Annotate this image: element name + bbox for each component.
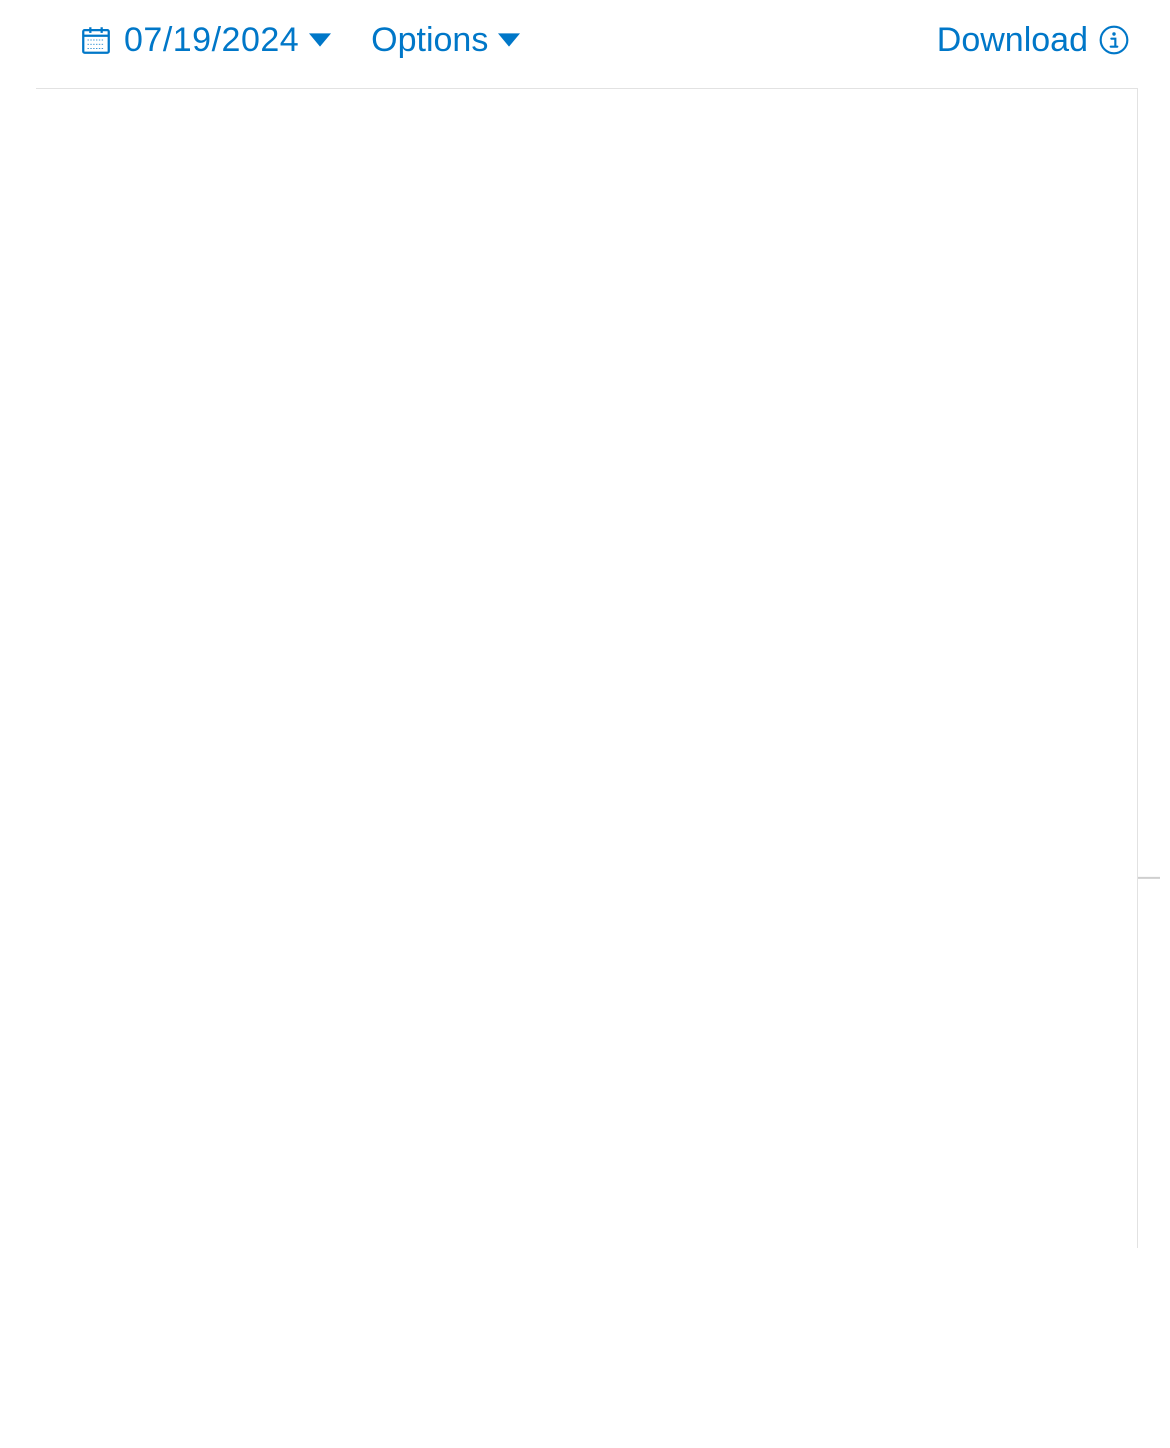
- info-icon: [1098, 24, 1130, 56]
- chevron-down-icon: [309, 29, 331, 51]
- toolbar: 07/19/2024 Options Download: [0, 0, 1170, 80]
- options-label: Options: [371, 21, 488, 60]
- options-dropdown[interactable]: Options: [371, 21, 520, 60]
- chart-frame: [36, 88, 1138, 1248]
- download-link[interactable]: Download: [937, 21, 1170, 60]
- chevron-down-icon: [498, 29, 520, 51]
- date-text: 07/19/2024: [124, 21, 299, 60]
- date-picker[interactable]: 07/19/2024: [78, 21, 331, 60]
- calendar-icon: [78, 23, 114, 57]
- download-label: Download: [937, 21, 1088, 60]
